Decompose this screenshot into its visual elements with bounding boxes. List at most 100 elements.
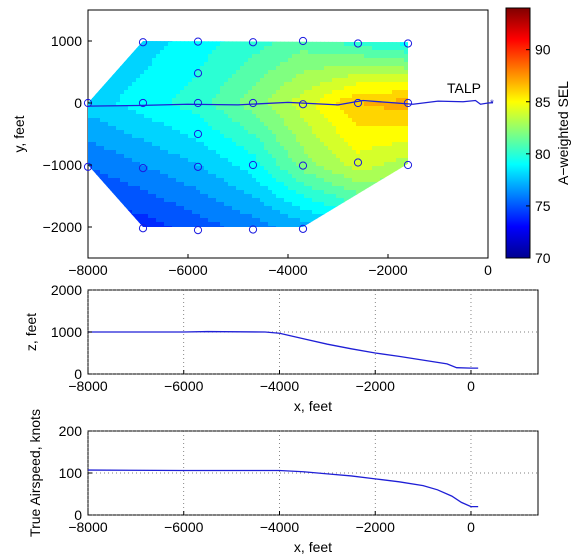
sel-cell <box>236 214 241 219</box>
sel-cell <box>340 66 345 71</box>
sel-cell <box>128 178 133 183</box>
sel-cell <box>136 122 141 127</box>
sel-cell <box>328 46 333 51</box>
sel-cell <box>184 186 189 191</box>
sel-cell <box>388 146 393 151</box>
sel-cell <box>256 214 261 219</box>
sel-cell <box>396 102 401 107</box>
sel-cell <box>168 146 173 151</box>
sel-cell <box>128 146 133 151</box>
sel-cell <box>204 162 209 167</box>
sel-cell <box>328 110 333 115</box>
sel-cell <box>248 166 253 171</box>
sel-cell <box>144 162 149 167</box>
sel-cell <box>200 194 205 199</box>
sel-cell <box>260 90 265 95</box>
sel-cell <box>300 218 305 223</box>
sel-cell <box>140 70 145 75</box>
sel-cell <box>212 134 217 139</box>
sel-cell <box>104 134 109 139</box>
sel-cell <box>364 126 369 131</box>
sel-cell <box>164 194 169 199</box>
sel-cell <box>316 198 321 203</box>
sel-cell <box>376 58 381 63</box>
sel-cell <box>220 78 225 83</box>
sel-cell <box>272 130 277 135</box>
sel-cell <box>292 142 297 147</box>
sel-cell <box>356 114 361 119</box>
sel-cell <box>176 202 181 207</box>
sel-cell <box>116 138 121 143</box>
sel-cell <box>296 46 301 51</box>
sel-cell <box>388 150 393 155</box>
sel-cell <box>232 162 237 167</box>
sel-cell <box>204 206 209 211</box>
sel-cell <box>260 74 265 79</box>
sel-cell <box>188 62 193 67</box>
sel-cell <box>336 198 341 203</box>
sel-cell <box>228 178 233 183</box>
sel-cell <box>368 150 373 155</box>
sel-cell <box>148 42 153 47</box>
sel-cell <box>232 214 237 219</box>
sel-cell <box>136 142 141 147</box>
sel-cell <box>268 58 273 63</box>
sel-cell <box>252 118 257 123</box>
sel-cell <box>120 126 125 131</box>
sel-cell <box>112 182 117 187</box>
sel-cell <box>284 110 289 115</box>
sel-cell <box>252 162 257 167</box>
sel-cell <box>216 42 221 47</box>
sel-cell <box>172 150 177 155</box>
sel-cell <box>280 50 285 55</box>
sel-cell <box>200 154 205 159</box>
sel-cell <box>308 154 313 159</box>
sel-cell <box>164 122 169 127</box>
sel-cell <box>288 106 293 111</box>
sel-cell <box>216 178 221 183</box>
sel-cell <box>152 41 157 43</box>
sel-cell <box>376 98 381 103</box>
sel-cell <box>312 78 317 83</box>
sel-cell <box>372 174 377 179</box>
sel-cell <box>400 146 405 151</box>
sel-cell <box>104 174 109 179</box>
sel-cell <box>204 122 209 127</box>
sel-cell <box>348 134 353 139</box>
sel-cell <box>160 114 165 119</box>
sel-cell <box>336 186 341 191</box>
sel-cell <box>112 174 117 179</box>
sel-cell <box>344 174 349 179</box>
sel-cell <box>292 42 297 47</box>
sel-cell <box>184 54 189 59</box>
sel-cell <box>392 142 397 147</box>
sel-cell <box>232 138 237 143</box>
sel-cell <box>136 170 141 175</box>
sel-cell <box>116 106 121 111</box>
sel-cell <box>152 198 157 203</box>
sel-cell <box>316 134 321 139</box>
sel-cell <box>124 70 129 75</box>
sel-cell <box>360 94 365 99</box>
sel-cell <box>308 178 313 183</box>
sel-cell <box>404 94 408 99</box>
sel-cell <box>208 134 213 139</box>
sel-cell <box>272 146 277 151</box>
sel-cell <box>328 158 333 163</box>
sel-cell <box>328 182 333 187</box>
sel-cell <box>188 178 193 183</box>
sel-cell <box>132 186 137 191</box>
sel-cell <box>252 198 257 203</box>
sel-cell <box>324 210 329 215</box>
sel-cell <box>272 122 277 127</box>
sel-cell <box>260 202 265 207</box>
sel-cell <box>228 41 233 43</box>
sel-cell <box>260 66 265 71</box>
sel-cell <box>176 162 181 167</box>
sel-cell <box>180 194 185 199</box>
sel-cell <box>368 146 373 151</box>
sel-cell <box>224 150 229 155</box>
sel-cell <box>256 142 261 147</box>
sel-cell <box>152 66 157 71</box>
sel-cell <box>404 66 408 71</box>
